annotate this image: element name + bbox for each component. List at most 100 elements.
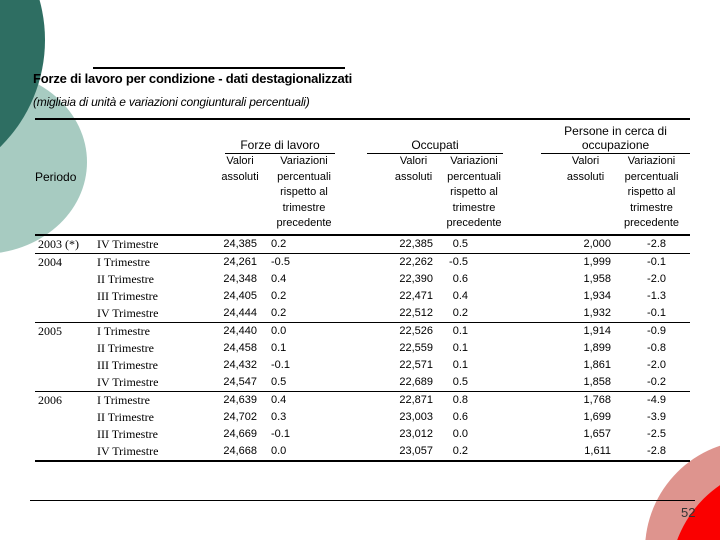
value-cell: 24,639 xyxy=(223,394,257,406)
value-cell: -4.9 xyxy=(647,394,667,406)
quarter-cell: III Trimestre xyxy=(97,358,158,372)
change-column-header: Variazioni percentuali rispetto al trime… xyxy=(271,154,337,236)
quarter-cell: II Trimestre xyxy=(97,272,154,286)
value-cell: 0.0 xyxy=(271,325,287,337)
group-header-persone-in-cerca: Persone in cerca di occupazione xyxy=(513,119,691,154)
value-cell: -0.1 xyxy=(647,256,667,268)
value-cell: 1,768 xyxy=(583,394,612,406)
year-cell xyxy=(35,340,97,357)
value-cell: 24,261 xyxy=(223,256,257,268)
change-column-header: Variazioni percentuali rispetto al trime… xyxy=(435,154,514,236)
value-cell: 22,559 xyxy=(399,342,433,354)
year-cell xyxy=(35,271,97,288)
value-cell: 24,440 xyxy=(223,325,257,337)
slide-title: Forze di lavoro per condizione - dati de… xyxy=(33,71,353,86)
group-label: Occupati xyxy=(367,138,504,154)
value-cell: 1,999 xyxy=(583,256,612,268)
quarter-cell: IV Trimestre xyxy=(97,443,209,462)
value-cell: 1,899 xyxy=(583,342,612,354)
quarter-cell: II Trimestre xyxy=(97,410,154,424)
value-cell: -0.1 xyxy=(613,305,691,323)
year-cell: 2003 (*) xyxy=(35,235,97,254)
value-cell: -0.2 xyxy=(613,374,691,392)
value-cell: -0.9 xyxy=(647,325,667,337)
value-cell: 24,385 xyxy=(209,235,271,254)
table-row: II Trimestre 24,348 0.4 22,390 0.6 1,958 -2.0 xyxy=(35,271,690,288)
table-row: III Trimestre 24,432 -0.1 22,571 0.1 1,861 -2.… xyxy=(35,357,690,374)
year-cell xyxy=(35,288,97,305)
value-cell: 22,571 xyxy=(399,359,433,371)
values-column-header: Valori assoluti xyxy=(513,154,614,236)
value-cell: 22,262 xyxy=(399,256,433,268)
value-cell: 23,012 xyxy=(399,428,433,440)
table-row: IV Trimestre 24,547 0.5 22,689 0.5 1,858 -0.2 xyxy=(35,374,691,392)
quarter-cell: I Trimestre xyxy=(97,324,151,338)
group-header-forze-di-lavoro: Forze di lavoro xyxy=(209,119,337,154)
value-cell: 22,390 xyxy=(399,273,433,285)
page-number: 52 xyxy=(681,505,696,520)
table-row: 2003 (*) IV Trimestre 24,385 0.2 22,385 0.5 2,… xyxy=(35,235,691,254)
slide-subtitle: (migliaia di unità e variazioni congiunt… xyxy=(33,95,310,109)
value-cell: 23,003 xyxy=(399,411,433,423)
year-cell: 2004 xyxy=(38,255,62,269)
year-cell xyxy=(35,357,97,374)
value-cell: 22,512 xyxy=(337,305,435,323)
value-cell: 24,432 xyxy=(223,359,257,371)
value-cell: 0.0 xyxy=(271,443,337,462)
value-cell: 0.5 xyxy=(435,235,514,254)
table-row: IV Trimestre 24,444 0.2 22,512 0.2 1,932 -0.1 xyxy=(35,305,691,323)
value-cell: 2,000 xyxy=(513,235,614,254)
quarter-cell: III Trimestre xyxy=(97,289,158,303)
value-cell: 24,668 xyxy=(209,443,271,462)
period-column-header: Periodo xyxy=(35,119,209,236)
value-cell: 1,861 xyxy=(583,359,612,371)
value-cell: 0.6 xyxy=(452,411,469,423)
year-cell: 2006 xyxy=(38,393,62,407)
value-cell: 0.4 xyxy=(452,290,469,302)
value-cell: -2.0 xyxy=(647,273,667,285)
value-cell: 0.2 xyxy=(435,443,514,462)
value-cell: -0.1 xyxy=(271,359,290,371)
value-cell: -1.3 xyxy=(647,290,667,302)
value-cell: -0.1 xyxy=(271,428,290,440)
table-row: III Trimestre 24,669 -0.1 23,012 0.0 1,657 -2.… xyxy=(35,426,690,443)
value-cell: -2.8 xyxy=(613,235,691,254)
group-header-row: Periodo Forze di lavoro Occupati Persone… xyxy=(35,119,691,236)
quarter-cell: IV Trimestre xyxy=(97,235,209,254)
year-cell xyxy=(35,443,97,462)
value-cell: 24,702 xyxy=(223,411,257,423)
value-cell: 0.5 xyxy=(435,374,514,392)
value-cell: -2.0 xyxy=(647,359,667,371)
group-label: Forze di lavoro xyxy=(225,138,335,154)
footer-divider xyxy=(30,500,695,501)
value-cell: 0.1 xyxy=(452,359,469,371)
table-row: IV Trimestre 24,668 0.0 23,057 0.2 1,611 -2.8 xyxy=(35,443,691,462)
table-row: 2006 I Trimestre 24,639 0.4 22,871 0.8 1,768 -4… xyxy=(35,392,690,410)
quarter-cell: I Trimestre xyxy=(97,393,151,407)
value-cell: 23,057 xyxy=(337,443,435,462)
value-cell: -3.9 xyxy=(647,411,667,423)
values-column-header: Valori assoluti xyxy=(209,154,271,236)
labor-force-table: Periodo Forze di lavoro Occupati Persone… xyxy=(35,118,691,462)
group-label: Persone in cerca di occupazione xyxy=(541,124,691,154)
value-cell: -0.5 xyxy=(271,256,290,268)
value-cell: 1,914 xyxy=(583,325,612,337)
value-cell: 24,669 xyxy=(223,428,257,440)
value-cell: 24,458 xyxy=(223,342,257,354)
value-cell: 0.2 xyxy=(271,235,337,254)
title-overline xyxy=(93,67,345,69)
value-cell: 22,871 xyxy=(399,394,433,406)
value-cell: 24,444 xyxy=(209,305,271,323)
value-cell: 0.8 xyxy=(452,394,469,406)
value-cell: 0.4 xyxy=(271,273,287,285)
quarter-cell: IV Trimestre xyxy=(97,305,209,323)
value-cell: 0.2 xyxy=(271,305,337,323)
value-cell: -0.8 xyxy=(647,342,667,354)
value-cell: 1,657 xyxy=(583,428,612,440)
value-cell: 0.2 xyxy=(271,290,287,302)
table-row: III Trimestre 24,405 0.2 22,471 0.4 1,934 -1.3 xyxy=(35,288,690,305)
change-column-header: Variazioni percentuali rispetto al trime… xyxy=(613,154,691,236)
group-header-occupati: Occupati xyxy=(337,119,513,154)
value-cell: 0.1 xyxy=(271,342,287,354)
value-cell: 0.1 xyxy=(452,342,469,354)
